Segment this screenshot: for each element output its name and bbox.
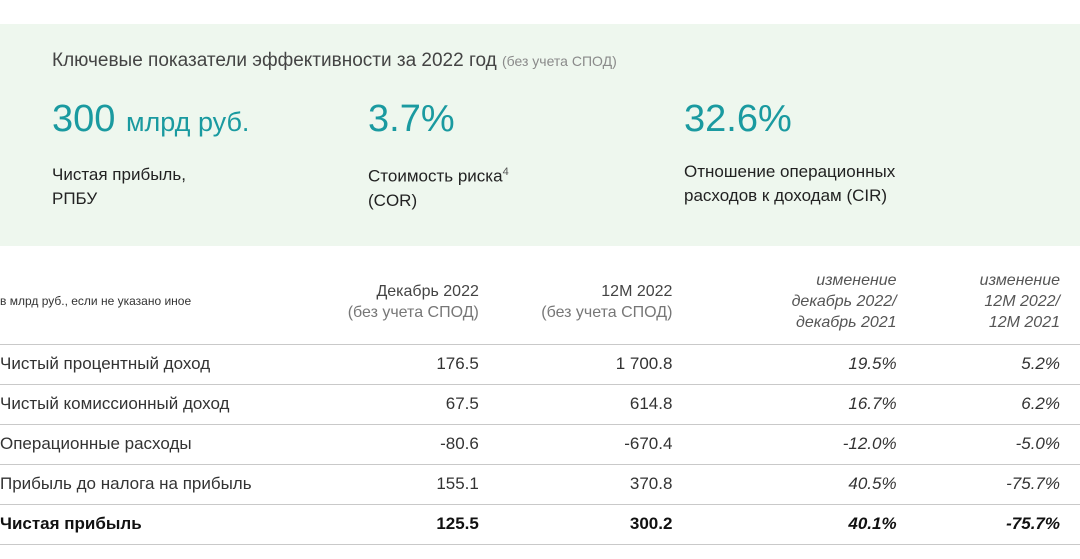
cell-change-december: 40.1% — [848, 514, 897, 533]
kpi-label-line: Стоимость риска4 — [368, 160, 509, 189]
kpi-label-text: Стоимость риска — [368, 166, 503, 186]
units-note: в млрд руб., если не указано иное — [0, 294, 192, 309]
header-line: декабрь 2021 — [796, 314, 897, 332]
table-row-total: Чистая прибыль 125.5 300.2 40.1% -75.7% — [0, 504, 1080, 544]
header-line: (без учета СПОД) — [541, 303, 673, 321]
metrics-table: в млрд руб., если не указано иное Декабр… — [0, 260, 1080, 545]
kpi-cir: 32.6% Отношение операционных расходов к … — [684, 96, 895, 208]
header-line: 12М 2022 — [601, 282, 673, 300]
header-line: изменение — [979, 272, 1060, 290]
cell-change-12m: 6.2% — [1021, 394, 1060, 413]
cell-12m: 300.2 — [629, 514, 673, 533]
kpi-label-line: расходов к доходам (CIR) — [684, 186, 888, 205]
kpi-value: 3.7% — [368, 96, 509, 142]
kpi-title: Ключевые показатели эффективности за 202… — [52, 50, 617, 72]
cell-change-12m: 5.2% — [1021, 354, 1060, 373]
cell-change-december: 40.5% — [848, 474, 897, 493]
row-label: Чистая прибыль — [0, 514, 142, 533]
table-row: Операционные расходы -80.6 -670.4 -12.0%… — [0, 424, 1080, 464]
row-label: Чистый процентный доход — [0, 354, 211, 373]
cell-12m: 614.8 — [629, 394, 673, 413]
kpi-number: 300 — [52, 98, 116, 140]
kpi-label-line: (COR) — [368, 190, 418, 210]
cell-december: -80.6 — [440, 434, 479, 453]
row-label: Прибыль до налога на прибыль — [0, 474, 252, 493]
kpi-number: 3.7% — [368, 98, 455, 140]
header-line: изменение — [816, 272, 897, 290]
cell-change-12m: -75.7% — [1006, 474, 1060, 493]
kpi-label: Стоимость риска4 (COR) — [368, 160, 509, 213]
kpi-net-profit: 300 млрд руб. Чистая прибыль, РПБУ — [52, 96, 249, 211]
kpi-number: 32.6% — [684, 98, 792, 140]
kpi-value: 300 млрд руб. — [52, 96, 249, 145]
kpi-title-text: Ключевые показатели эффективности за 202… — [52, 50, 497, 71]
cell-change-12m: -5.0% — [1015, 434, 1060, 453]
row-label: Чистый комиссионный доход — [0, 394, 230, 413]
table-header-row: в млрд руб., если не указано иное Декабр… — [0, 260, 1080, 344]
table-row: Чистый процентный доход 176.5 1 700.8 19… — [0, 344, 1080, 384]
kpi-label-line: РПБУ — [52, 189, 98, 208]
header-line: (без учета СПОД) — [347, 303, 479, 321]
cell-12m: 370.8 — [629, 474, 673, 493]
cell-change-12m: -75.7% — [1006, 514, 1060, 533]
header-line: 12М 2022/ — [984, 293, 1060, 311]
cell-change-december: 19.5% — [848, 354, 897, 373]
cell-change-december: -12.0% — [842, 434, 897, 453]
column-header-change-december: изменение декабрь 2022/ декабрь 2021 — [672, 260, 897, 344]
table-row: Прибыль до налога на прибыль 155.1 370.8… — [0, 464, 1080, 504]
header-line: декабрь 2022/ — [791, 293, 897, 311]
header-line: 12М 2021 — [988, 314, 1060, 332]
cell-change-december: 16.7% — [848, 394, 897, 413]
column-header-12m: 12М 2022 (без учета СПОД) — [479, 260, 673, 344]
table-row: Чистый комиссионный доход 67.5 614.8 16.… — [0, 384, 1080, 424]
kpi-label-line: Чистая прибыль, — [52, 165, 186, 184]
cell-december: 155.1 — [436, 474, 479, 493]
kpi-label: Чистая прибыль, РПБУ — [52, 163, 249, 211]
cell-12m: -670.4 — [624, 434, 673, 453]
column-header-december: Декабрь 2022 (без учета СПОД) — [306, 260, 479, 344]
kpi-cost-of-risk: 3.7% Стоимость риска4 (COR) — [368, 96, 509, 213]
footnote-marker: 4 — [502, 166, 509, 178]
cell-december: 67.5 — [445, 394, 479, 413]
kpi-panel: Ключевые показатели эффективности за 202… — [0, 24, 1080, 246]
kpi-title-note: (без учета СПОД) — [502, 53, 617, 69]
cell-12m: 1 700.8 — [615, 354, 673, 373]
cell-december: 176.5 — [436, 354, 479, 373]
kpi-label: Отношение операционных расходов к дохода… — [684, 160, 895, 208]
row-label: Операционные расходы — [0, 434, 192, 453]
kpi-unit: млрд руб. — [125, 107, 250, 137]
kpi-label-line: Отношение операционных — [684, 162, 896, 181]
cell-december: 125.5 — [436, 514, 479, 533]
kpi-value: 32.6% — [684, 96, 895, 142]
header-line: Декабрь 2022 — [376, 282, 479, 300]
column-header-change-12m: изменение 12М 2022/ 12М 2021 — [897, 260, 1080, 344]
